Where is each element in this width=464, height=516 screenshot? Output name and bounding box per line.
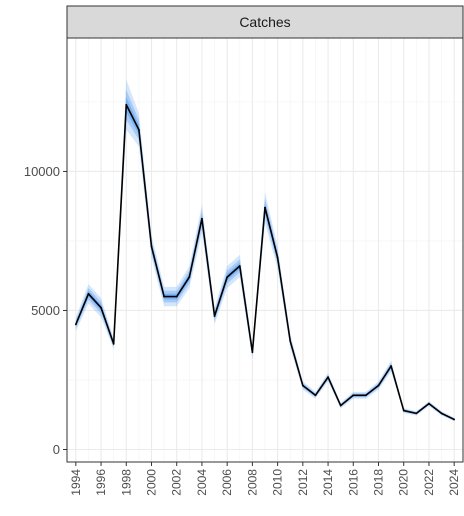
data-point xyxy=(390,365,393,367)
data-point xyxy=(415,412,418,415)
data-point xyxy=(402,409,405,412)
y-tick-label: 0 xyxy=(53,442,60,457)
x-tick-label: 2018 xyxy=(372,469,386,496)
data-point xyxy=(352,394,355,397)
confidence-band-layer xyxy=(75,79,455,422)
data-point xyxy=(226,276,229,279)
series-line-layer xyxy=(74,103,456,421)
data-point xyxy=(364,394,367,397)
data-point xyxy=(251,351,254,354)
x-tick-label: 2020 xyxy=(397,469,411,496)
data-point xyxy=(440,412,443,415)
data-point xyxy=(163,295,166,298)
x-tick-label: 2022 xyxy=(422,469,436,496)
x-tick-label: 2002 xyxy=(170,469,184,496)
data-point xyxy=(213,315,216,317)
axis-layer: 0 5000 10000 1994 1996 1998 2000 2002 2004 2006 20… xyxy=(24,164,461,496)
x-tick-label: 1996 xyxy=(94,469,108,496)
x-tick-label: 2000 xyxy=(144,469,158,496)
data-point xyxy=(339,404,342,407)
x-tick-label: 2014 xyxy=(321,469,335,496)
data-point xyxy=(327,376,329,379)
data-point xyxy=(150,245,153,248)
confidence-band-1 xyxy=(75,79,455,422)
data-point xyxy=(377,384,380,387)
data-point xyxy=(175,295,178,298)
data-point xyxy=(87,292,90,295)
data-point xyxy=(301,384,304,387)
data-point xyxy=(100,306,102,309)
data-point xyxy=(314,394,317,397)
x-tick-label: 2016 xyxy=(346,469,360,496)
data-point xyxy=(428,402,430,405)
x-tick-label: 2004 xyxy=(195,469,209,496)
x-tick-label: 2006 xyxy=(220,469,234,496)
data-point xyxy=(125,103,128,106)
x-tick-label: 2024 xyxy=(447,469,461,496)
data-point xyxy=(276,256,279,259)
data-point xyxy=(112,342,115,345)
x-tick-label: 1998 xyxy=(119,469,133,496)
y-tick-label: 5000 xyxy=(31,303,60,318)
facet-strip xyxy=(66,5,464,39)
y-tick-label: 10000 xyxy=(24,164,60,179)
data-point xyxy=(238,265,241,267)
facet-strip-label: Catches xyxy=(239,14,290,30)
grid-layer xyxy=(67,38,463,462)
data-point xyxy=(137,128,140,131)
x-tick-label: 2012 xyxy=(296,469,310,496)
x-tick-label: 1994 xyxy=(69,469,83,496)
data-point xyxy=(74,323,77,326)
data-point xyxy=(289,340,292,342)
data-point xyxy=(188,276,191,279)
data-point xyxy=(264,206,266,209)
x-tick-label: 2010 xyxy=(271,469,285,496)
data-point xyxy=(453,418,456,421)
x-tick-label: 2008 xyxy=(245,469,259,496)
data-point xyxy=(201,217,203,220)
